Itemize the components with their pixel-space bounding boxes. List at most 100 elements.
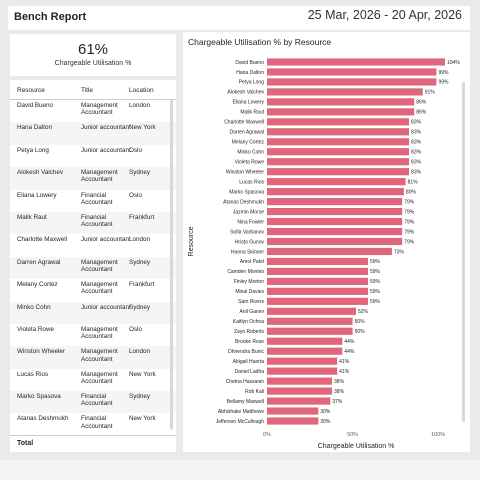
bar[interactable] <box>267 397 331 405</box>
data-label: 79% <box>404 199 415 205</box>
table-row[interactable]: Petya Long Junior accountant Oslo <box>10 145 176 167</box>
data-label: 91% <box>425 90 436 96</box>
data-label: 83% <box>411 150 422 156</box>
data-label: 52% <box>358 309 369 315</box>
bar[interactable] <box>267 98 415 106</box>
bar[interactable] <box>267 237 403 246</box>
bar[interactable] <box>267 297 368 305</box>
bar[interactable] <box>267 58 445 66</box>
bar[interactable] <box>267 327 353 335</box>
bar[interactable] <box>267 267 368 276</box>
bar[interactable] <box>267 307 356 315</box>
bar[interactable] <box>267 118 410 126</box>
date-range[interactable]: 25 Mar, 2026 - 20 Apr, 2026 <box>307 8 462 22</box>
y-tick-label: Petya Long <box>239 80 265 86</box>
bar[interactable] <box>267 68 437 76</box>
table-row[interactable]: Atanas Deshmukh Financial Accountant New Y… <box>10 413 176 435</box>
bar[interactable] <box>267 138 410 146</box>
cell-resource: Hana Dalton <box>17 124 53 132</box>
y-tick-label: Bellamy Maxwell <box>227 399 264 405</box>
bar[interactable] <box>267 217 403 226</box>
table-scrollbar[interactable] <box>170 100 173 430</box>
column-header-location[interactable]: Location <box>129 87 154 94</box>
bar[interactable] <box>267 357 338 365</box>
bar[interactable] <box>267 227 403 236</box>
bar[interactable] <box>267 78 437 86</box>
table-row[interactable]: Marko Spasova Financial Accountant Sydney <box>10 391 176 414</box>
table-row[interactable]: Minko Cohn Junior accountant Sydney <box>10 301 176 324</box>
data-label: 73% <box>394 249 405 255</box>
bar[interactable] <box>267 277 368 285</box>
cell-resource: Violeta Rowe <box>17 325 54 333</box>
column-header-title[interactable]: Title <box>81 87 94 94</box>
table-row[interactable]: Alokesh Valchev Management Accountant Sydn… <box>10 167 176 190</box>
table-row[interactable]: Melany Cortez Management Accountant Frankf… <box>10 279 176 301</box>
bar[interactable] <box>267 387 333 395</box>
y-tick-label: Winston Wheeler <box>226 169 264 175</box>
bar[interactable] <box>267 178 406 186</box>
data-label: 41% <box>339 369 350 375</box>
data-label: 50% <box>355 319 366 325</box>
bar[interactable] <box>267 158 410 166</box>
cell-location: Sydney <box>129 169 151 177</box>
table-row[interactable]: Violeta Rowe Management Accountant Oslo <box>10 324 176 346</box>
y-tick-label: Minal Davies <box>235 289 264 295</box>
cell-title: Financial Accountant <box>81 393 113 408</box>
y-tick-label: Charlotte Maxwell <box>224 120 264 126</box>
cell-title: Junior accountant <box>81 303 131 311</box>
cell-location: Frankfurt <box>129 281 155 289</box>
table-row[interactable]: David Bueno Management Accountant London <box>10 100 176 122</box>
bar[interactable] <box>267 347 343 355</box>
bar[interactable] <box>267 377 333 385</box>
bar[interactable] <box>267 148 410 156</box>
bar[interactable] <box>267 198 403 206</box>
bar[interactable] <box>267 247 392 256</box>
cell-location: New York <box>129 370 156 378</box>
table-row[interactable]: Charlotte Maxwell Junior accountant London <box>10 234 176 256</box>
bar[interactable] <box>267 188 404 196</box>
cell-location: Oslo <box>129 325 142 333</box>
y-tick-label: Camden Montes <box>227 269 264 275</box>
x-axis-title: Chargeable Utilisation % <box>318 443 395 450</box>
y-tick-label: Marko Spasova <box>229 189 264 195</box>
bar[interactable] <box>267 128 410 136</box>
bar[interactable] <box>267 317 353 325</box>
table-row[interactable]: Hana Dalton Junior accountant New York <box>10 122 176 145</box>
y-tick-label: Jefferson McCullough <box>216 419 264 425</box>
table-row[interactable]: Eliana Lowery Financial Accountant Oslo <box>10 190 176 212</box>
data-label: 44% <box>344 339 355 345</box>
bar[interactable] <box>267 257 368 266</box>
data-label: 38% <box>334 389 345 395</box>
y-tick-label: Darren Agrawal <box>230 130 264 136</box>
chart-title: Chargeable Utilisation % by Resource <box>188 37 332 47</box>
x-tick-label: 100% <box>431 432 445 438</box>
data-label: 83% <box>411 130 422 136</box>
table-row[interactable]: Lucas Rios Management Accountant New York <box>10 369 176 391</box>
cell-title: Management Accountant <box>81 325 118 341</box>
bar[interactable] <box>267 108 415 116</box>
bar[interactable] <box>267 168 410 176</box>
bar[interactable] <box>267 88 423 96</box>
cell-title: Management Accountant <box>81 102 118 117</box>
y-tick-label: Brooke Rose <box>235 339 264 345</box>
cell-resource: Atanas Deshmukh <box>17 415 69 423</box>
data-label: 81% <box>408 179 419 185</box>
bar[interactable] <box>267 367 338 375</box>
cell-title: Management Accountant <box>81 258 118 274</box>
bar[interactable] <box>267 337 343 345</box>
bar[interactable] <box>267 207 403 216</box>
bar[interactable] <box>267 417 319 425</box>
total-label: Total <box>17 440 34 447</box>
chart-scrollbar[interactable] <box>462 82 465 422</box>
column-header-resource[interactable]: Resource <box>17 87 45 94</box>
bar[interactable] <box>267 287 368 295</box>
table-row[interactable]: Darren Agrawal Management Accountant Sydne… <box>10 256 176 280</box>
cell-title: Junior accountant <box>81 236 131 244</box>
bar[interactable] <box>267 407 319 415</box>
y-tick-label: Hristo Gunov <box>235 239 265 245</box>
table-row[interactable]: Malik Raut Financial Accountant Frankfurt <box>10 211 176 235</box>
data-label: 59% <box>370 279 381 285</box>
table-row[interactable]: Winston Wheeler Management Accountant Lond… <box>10 346 176 369</box>
page-title: Bench Report <box>14 11 87 23</box>
data-label: 83% <box>411 160 422 166</box>
